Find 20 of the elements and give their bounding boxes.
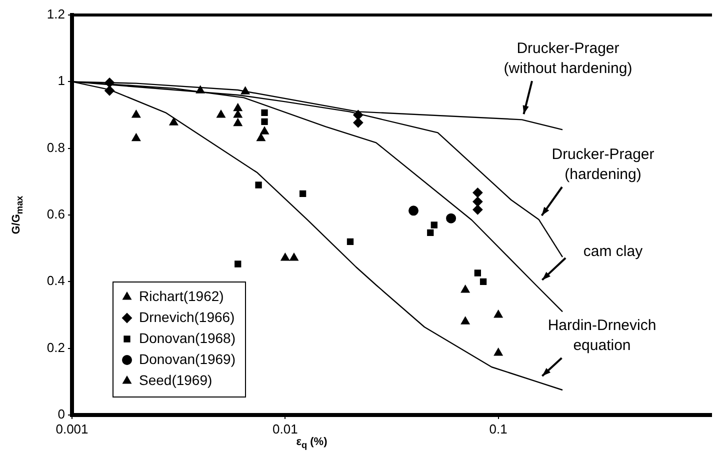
- annotation: cam clay: [583, 242, 643, 262]
- x-tick-label: 0.001: [56, 421, 88, 436]
- legend-label: Donovan(1969): [139, 350, 236, 367]
- y-tick-label: 0.2: [46, 340, 65, 355]
- y-tick-label: 0: [58, 406, 65, 422]
- annotation: Hardin-Drnevich equation: [548, 316, 656, 356]
- annotation: Drucker-Prager (hardening): [552, 145, 654, 185]
- legend-label: Richart(1962): [139, 288, 224, 304]
- x-tick-label: 0.1: [489, 421, 508, 436]
- legend-label: Seed(1969): [139, 372, 212, 388]
- y-tick-label: 0.8: [46, 140, 65, 155]
- y-tick-label: 0.4: [46, 273, 65, 288]
- y-tick-label: 1: [58, 73, 65, 88]
- annotation: Drucker-Prager (without hardening): [504, 39, 632, 79]
- y-tick-label: 0.6: [46, 206, 65, 222]
- legend-label: Donovan(1968): [139, 330, 236, 346]
- x-tick-label: 0.01: [272, 421, 298, 436]
- y-tick-label: 1.2: [46, 6, 65, 22]
- x-axis-title: ε$_{q}$ (%): [296, 436, 328, 450]
- legend-label: Drnevich(1966): [139, 308, 235, 325]
